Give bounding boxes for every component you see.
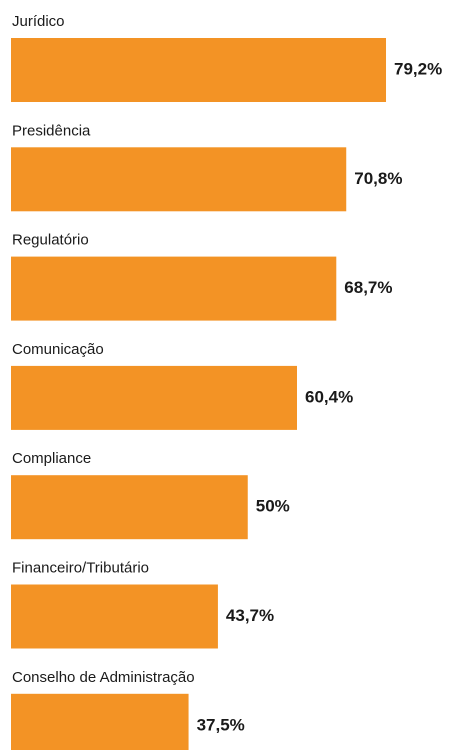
category-label: Regulatório <box>12 232 89 249</box>
bar <box>11 475 248 540</box>
value-label: 60,4% <box>305 387 353 406</box>
category-label: Financeiro/Tributário <box>12 559 149 576</box>
category-label: Presidência <box>12 122 91 139</box>
bar <box>11 256 337 321</box>
bar <box>11 147 347 212</box>
value-label: 70,8% <box>354 169 402 188</box>
value-label: 68,7% <box>344 278 392 297</box>
bar <box>11 365 297 430</box>
bar <box>11 584 218 649</box>
category-label: Conselho de Administração <box>12 669 195 686</box>
value-label: 79,2% <box>394 59 442 78</box>
bar <box>11 38 387 102</box>
category-label: Jurídico <box>12 13 65 30</box>
category-label: Compliance <box>12 450 91 467</box>
category-label: Comunicação <box>12 341 104 358</box>
value-label: 37,5% <box>197 715 245 734</box>
value-label: 43,7% <box>226 606 274 625</box>
value-label: 50% <box>256 497 290 516</box>
bar <box>11 693 189 750</box>
